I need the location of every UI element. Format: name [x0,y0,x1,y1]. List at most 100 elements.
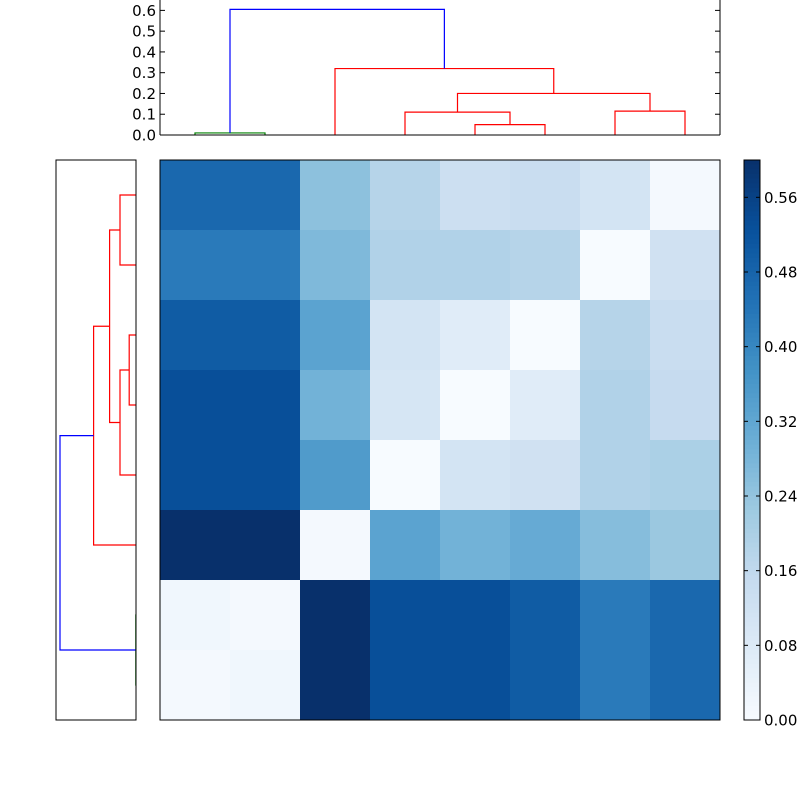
colorbar-gradient-step [744,603,760,609]
colorbar-gradient-step [744,370,760,376]
colorbar-gradient-step [744,477,760,483]
colorbar-gradient-step [744,715,760,721]
colorbar-gradient-step [744,300,760,306]
heatmap-cell-r6-c1 [230,580,301,651]
colorbar-gradient-step [744,248,760,254]
heatmap-cell-r7-c7 [650,650,721,721]
colorbar-gradient-step [744,206,760,212]
colorbar-gradient-step [744,528,760,534]
colorbar-gradient-step [744,458,760,464]
colorbar-gradient-step [744,393,760,399]
colorbar-gradient-step [744,608,760,614]
colorbar-gradient-step [744,594,760,600]
left-dendrogram [55,159,137,721]
heatmap-cell-r6-c2 [300,580,371,651]
colorbar-gradient-step [744,178,760,184]
heatmap-cell-r1-c3 [370,230,441,301]
heatmap-frame [159,159,721,721]
colorbar-gradient-step [744,309,760,315]
top-dendrogram-link-6 [229,8,445,133]
heatmap-cell-r3-c2 [300,370,371,441]
colorbar-tick-label: 0.24 [764,488,797,506]
colorbar-gradient-step [744,444,760,450]
colorbar-gradient-step [744,430,760,436]
heatmap-cell-r1-c6 [580,230,651,301]
colorbar-tick-label: 0.00 [764,712,797,730]
top-dendrogram-ytick-label: 0.2 [132,85,156,103]
colorbar-gradient-step [744,337,760,343]
colorbar-gradient-step [744,351,760,357]
heatmap-cell-r5-c5 [510,510,581,581]
heatmap-cell-r1-c2 [300,230,371,301]
colorbar-gradient-step [744,435,760,441]
colorbar-gradient-step [744,640,760,646]
colorbar-gradient-step [744,286,760,292]
colorbar-gradient-step [744,664,760,670]
colorbar-gradient-step [744,701,760,707]
heatmap-cell-r2-c7 [650,300,721,371]
colorbar: 0.00 0.08 0.16 0.24 0.32 0.40 0.48 0.56 [743,159,797,730]
heatmap-cell-r4-c5 [510,440,581,511]
heatmap-cell-r4-c1 [230,440,301,511]
colorbar-gradient-step [744,244,760,250]
heatmap-cell-r3-c1 [230,370,301,441]
heatmap-cell-r2-c2 [300,300,371,371]
colorbar-gradient-step [744,332,760,338]
colorbar-gradient-step [744,706,760,712]
heatmap-cell-r5-c1 [230,510,301,581]
heatmap-cell-r6-c6 [580,580,651,651]
colorbar-gradient-step [744,346,760,352]
top-dendrogram-link-5 [334,67,555,135]
colorbar-gradient-step [744,510,760,516]
heatmap-cell-r5-c3 [370,510,441,581]
colorbar-gradient-step [744,533,760,539]
colorbar-gradient-step [744,328,760,334]
colorbar-gradient-step [744,645,760,651]
colorbar-gradient-step [744,468,760,474]
heatmap-cell-r0-c7 [650,160,721,231]
colorbar-gradient-step [744,598,760,604]
colorbar-gradient-step [744,281,760,287]
colorbar-gradient-step [744,202,760,208]
heatmap-cell-r6-c7 [650,580,721,651]
heatmap-cell-r1-c5 [510,230,581,301]
colorbar-gradient-step [744,220,760,226]
top-dendrogram-ytick-label: 0.1 [132,106,156,124]
heatmap-cell-r2-c5 [510,300,581,371]
colorbar-gradient-step [744,225,760,231]
colorbar-gradient-step [744,472,760,478]
colorbar-gradient-step [744,440,760,446]
colorbar-gradient-step [744,192,760,198]
colorbar-gradient-step [744,673,760,679]
colorbar-gradient-step [744,174,760,180]
heatmap-cell-r6-c3 [370,580,441,651]
colorbar-tick-label: 0.16 [764,562,797,580]
colorbar-gradient-step [744,692,760,698]
top-dendrogram-ytick-label: 0.6 [132,2,156,20]
heatmap-cell-r2-c0 [160,300,231,371]
heatmap-cell-r3-c4 [440,370,511,441]
heatmap-cell-r4-c0 [160,440,231,511]
heatmap-cell-r1-c1 [230,230,301,301]
colorbar-gradient-step [744,272,760,278]
colorbar-gradient-step [744,290,760,296]
colorbar-gradient-step [744,687,760,693]
colorbar-gradient-step [744,570,760,576]
colorbar-gradient-step [744,314,760,320]
heatmap-cell-r6-c5 [510,580,581,651]
heatmap [159,159,721,721]
heatmap-cell-r0-c0 [160,160,231,231]
colorbar-gradient-step [744,454,760,460]
colorbar-gradient-step [744,500,760,506]
colorbar-gradient-step [744,421,760,427]
heatmap-cell-r4-c3 [370,440,441,511]
colorbar-gradient-step [744,304,760,310]
heatmap-cell-r1-c0 [160,230,231,301]
colorbar-gradient-step [744,412,760,418]
colorbar-gradient-step [744,426,760,432]
colorbar-gradient-step [744,360,760,366]
top-dendrogram-ytick-label: 0.5 [132,23,156,41]
colorbar-gradient-step [744,556,760,562]
heatmap-cell-r6-c0 [160,580,231,651]
